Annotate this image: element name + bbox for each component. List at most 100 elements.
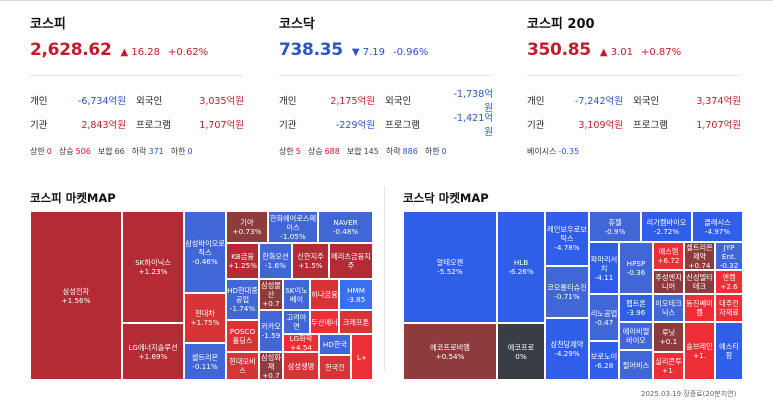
treemap-cell[interactable]: L+ [351, 334, 373, 380]
investor-label: 외국인 [385, 96, 412, 107]
treemap-cell[interactable]: 코오롱티슈진 -0.71% [545, 266, 589, 318]
stock-name: 삼천당제약 [550, 340, 584, 349]
treemap-cell[interactable]: 현대차 +1.75% [184, 293, 226, 343]
treemap-cell[interactable]: 에스티팜 [715, 322, 743, 380]
breadth-value: 5 [295, 147, 301, 156]
treemap-cell[interactable]: HLB -6.26% [497, 211, 545, 323]
treemap-cell[interactable]: POSCO홀딩스 [226, 320, 259, 352]
treemap-cell[interactable]: 레인보우로보틱스 -4.78% [545, 211, 589, 266]
treemap-cell[interactable]: 루닛 +0.1 [653, 322, 684, 352]
kospi-map-title[interactable]: 코스피 마켓MAP [30, 191, 116, 205]
treemap-cell[interactable]: 삼천당제약 -4.29% [545, 318, 589, 380]
treemap-cell[interactable]: 동진쎄미켐 [684, 294, 715, 322]
treemap-cell[interactable]: 에코프로비엠 +0.54% [403, 323, 497, 380]
treemap-cell[interactable]: 신성델타테크 [684, 270, 715, 294]
investor-label: 기관 [527, 120, 545, 131]
stock-name: 크래프톤 [342, 317, 370, 327]
treemap-cell[interactable]: NAVER -0.48% [318, 211, 373, 243]
treemap-cell[interactable]: 현대모비스 [226, 352, 259, 380]
stock-name: 한화에어로스페이스 [269, 213, 317, 232]
index-panel-1[interactable]: 코스닥 738.35 ▼ 7.19 -0.96% 개인 2,175억원 외국인 … [279, 13, 499, 157]
treemap-cell[interactable]: 하나금융 [310, 279, 339, 310]
stock-name: 셀트리온 [191, 352, 219, 362]
treemap-cell[interactable]: 셀트리온 -0.11% [184, 343, 226, 380]
top-divider [0, 0, 773, 1]
index-name[interactable]: 코스피 200 [527, 17, 595, 32]
treemap-cell[interactable]: 메리츠금융지주 [329, 243, 373, 279]
index-panel-0[interactable]: 코스피 2,628.62 ▲ 16.28 +0.62% 개인 -6,734억원 … [30, 13, 250, 157]
treemap-cell[interactable]: 삼성생명 [283, 352, 319, 380]
stock-change: +1.75% [190, 318, 220, 327]
treemap-cell[interactable]: 한국전 [319, 355, 351, 380]
breadth-item: 하락 371 [132, 146, 164, 157]
treemap-cell[interactable]: KB금융 +1.25% [226, 243, 259, 279]
index-quote: 350.85 ▲ 3.01 +0.87% [527, 40, 747, 62]
treemap-cell[interactable]: 엔켐 +2.6 [715, 270, 743, 294]
breadth-label: 하락 [131, 147, 147, 156]
treemap-cell[interactable]: 주성엔지니어 [653, 270, 684, 294]
treemap-cell[interactable]: 펄어비스 [619, 350, 653, 380]
treemap-cell[interactable]: 파마리서치 -4.11 [589, 242, 619, 294]
index-name[interactable]: 코스피 [30, 17, 66, 32]
treemap-cell[interactable]: LG화학 +4.54 [283, 334, 319, 352]
index-panel-2[interactable]: 코스피 200 350.85 ▲ 3.01 +0.87% 개인 -7,242억원… [527, 13, 747, 157]
treemap-cell[interactable]: HMM -3.85 [339, 279, 373, 310]
treemap-cell[interactable]: 기아 +0.73% [226, 211, 268, 243]
treemap-cell[interactable]: 대주전자재료 [715, 294, 743, 322]
treemap-cell[interactable]: 클래시스 -4.97% [692, 211, 743, 242]
treemap-cell[interactable]: 카카오 -1.59 [259, 310, 283, 352]
treemap-cell[interactable]: 크래프톤 [339, 310, 373, 334]
treemap-cell[interactable]: SK이노베이 [283, 279, 310, 310]
treemap-cell[interactable]: LG에너지솔루션 +1.69% [122, 323, 184, 380]
index-quote: 2,628.62 ▲ 16.28 +0.62% [30, 40, 250, 62]
treemap-cell[interactable]: 에코프로 0% [497, 323, 545, 380]
breadth-item: 보합 66 [98, 146, 125, 157]
investor-label: 프로그램 [136, 120, 171, 131]
treemap-cell[interactable]: 삼성물산 +0.7 [259, 279, 283, 310]
treemap-cell[interactable]: 삼성바이오로직스 -0.46% [184, 211, 226, 293]
treemap-cell[interactable]: HPSP -0.36 [619, 242, 653, 294]
treemap-cell[interactable]: 실리콘투 +1. [653, 352, 684, 380]
stock-name: 신성델타테크 [686, 273, 713, 291]
stock-change: -0.46% [192, 256, 218, 266]
treemap-cell[interactable]: 한화오션 -1.6% [259, 243, 292, 279]
treemap-cell[interactable]: 알테오젠 -5.52% [403, 211, 497, 323]
stock-name: 카카오 [261, 322, 281, 331]
investor-value: 1,707억원 [696, 120, 741, 131]
investor-value: -1,738억원 [453, 89, 493, 114]
treemap-cell[interactable]: SK하이닉스 +1.23% [122, 211, 184, 323]
flow-row: 개인 2,175억원 외국인 -1,738억원 [279, 88, 499, 114]
investor-label: 외국인 [136, 96, 163, 107]
stock-name: 현대모비스 [229, 357, 256, 375]
treemap-cell[interactable]: 솔브레인 +1. [684, 322, 715, 380]
index-name[interactable]: 코스닥 [279, 17, 315, 32]
treemap-cell[interactable]: 신한지주 +1.5% [292, 243, 329, 279]
treemap-cell[interactable]: 에스엠 +6.72 [653, 242, 684, 270]
kosdaq-map-title[interactable]: 코스닥 마켓MAP [403, 191, 489, 205]
treemap-cell[interactable]: 삼성전자 +1.56% [30, 211, 122, 380]
treemap-cell[interactable]: 에이비엘바이오 [619, 322, 653, 350]
stock-name: 펩트론 [626, 299, 646, 308]
treemap-cell[interactable]: 삼성화재 +0.7 [259, 352, 283, 380]
stock-change: -1.59 [261, 331, 281, 340]
treemap-cell[interactable]: 한화에어로스페이스 -1.05% [268, 211, 318, 243]
breadth-label: 베이시스 [527, 147, 557, 156]
treemap-cell[interactable]: JYP Ent. -0.32 [715, 242, 743, 270]
treemap-cell[interactable]: 리가켐바이오 -2.72% [641, 211, 692, 242]
treemap-cell[interactable]: 휴젤 -0.9% [589, 211, 641, 242]
change-value: 16.28 [131, 47, 161, 58]
treemap-cell[interactable]: 보로노이 -6.28 [589, 341, 619, 380]
treemap-cell[interactable]: 두산에너 [310, 310, 339, 334]
treemap-cell[interactable]: HD한국 [319, 334, 351, 355]
treemap-cell[interactable]: HD현대중공업 -1.74% [226, 279, 259, 320]
treemap-cell[interactable]: 셀트리온제약 +0.74 [684, 242, 715, 270]
index-change: ▲ 3.01 [600, 47, 633, 58]
treemap-cell[interactable]: 이오테크닉스 [653, 294, 684, 322]
stock-change: +2.6 [720, 282, 738, 291]
stock-name: 에이비엘바이오 [622, 327, 650, 345]
treemap-cell[interactable]: 리노공업 -0.47 [589, 294, 619, 341]
treemap-cell[interactable]: 펩트론 -3.96 [619, 294, 653, 322]
treemap-cell[interactable]: 고려아연 [283, 310, 310, 334]
stock-name: 리노공업 [590, 308, 618, 318]
stock-change: -3.96 [626, 308, 646, 317]
